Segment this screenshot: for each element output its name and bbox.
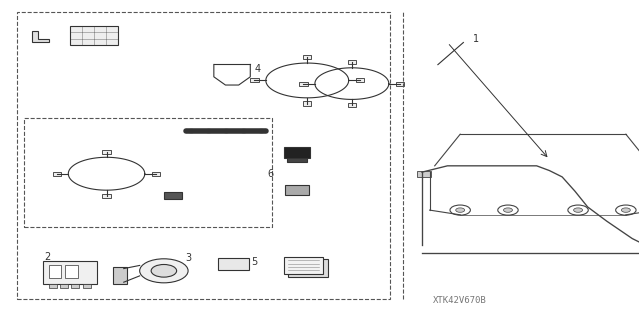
Text: 3: 3 [185, 253, 191, 263]
Bar [70, 26, 118, 45]
Circle shape [621, 208, 630, 212]
Bar [72, 284, 79, 288]
Bar [284, 256, 323, 274]
Bar [218, 257, 248, 270]
Text: 1: 1 [473, 34, 479, 44]
Text: 5: 5 [251, 257, 257, 267]
Bar [49, 284, 57, 288]
Bar [285, 185, 309, 195]
Bar [164, 192, 182, 199]
FancyBboxPatch shape [43, 261, 97, 285]
Bar [83, 284, 91, 288]
Bar [348, 103, 356, 107]
Bar [52, 172, 61, 176]
Bar [17, 12, 390, 299]
Bar [396, 82, 404, 86]
Circle shape [504, 208, 513, 212]
Bar [348, 60, 356, 64]
Text: 2: 2 [45, 252, 51, 262]
Bar [49, 265, 61, 278]
Text: 4: 4 [255, 64, 261, 74]
Bar [303, 101, 312, 106]
Bar [303, 55, 312, 59]
Bar [60, 284, 68, 288]
Circle shape [140, 259, 188, 283]
Circle shape [257, 129, 265, 133]
Circle shape [205, 129, 212, 133]
Bar [300, 82, 308, 86]
Bar [287, 158, 307, 162]
Bar [65, 265, 78, 278]
Polygon shape [32, 32, 49, 42]
Circle shape [240, 129, 248, 133]
Circle shape [573, 208, 582, 212]
Circle shape [151, 264, 177, 277]
Bar [113, 267, 127, 285]
Bar [417, 171, 431, 177]
Text: XTK42V670B: XTK42V670B [433, 296, 487, 305]
Bar [288, 259, 328, 277]
Bar [250, 78, 259, 83]
Bar [152, 172, 161, 176]
Circle shape [188, 129, 195, 133]
Bar [284, 147, 310, 158]
Circle shape [456, 208, 465, 212]
Bar [102, 194, 111, 198]
Bar [102, 150, 111, 154]
Circle shape [223, 129, 230, 133]
Text: 6: 6 [268, 169, 274, 179]
Bar [356, 78, 364, 83]
Bar [24, 118, 272, 227]
